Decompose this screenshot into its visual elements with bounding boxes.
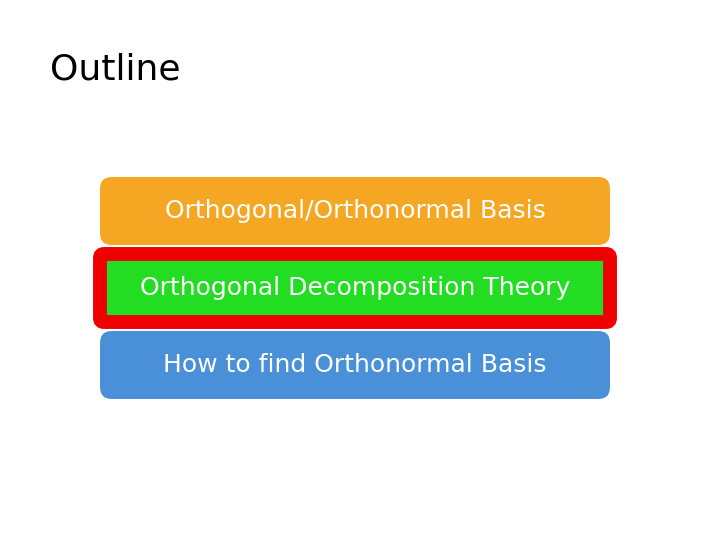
FancyBboxPatch shape [100,331,610,399]
Text: How to find Orthonormal Basis: How to find Orthonormal Basis [163,353,546,377]
FancyBboxPatch shape [100,177,610,245]
Text: Outline: Outline [50,53,181,87]
Text: Orthogonal Decomposition Theory: Orthogonal Decomposition Theory [140,276,570,300]
FancyBboxPatch shape [100,254,610,322]
Text: Orthogonal/Orthonormal Basis: Orthogonal/Orthonormal Basis [165,199,545,223]
